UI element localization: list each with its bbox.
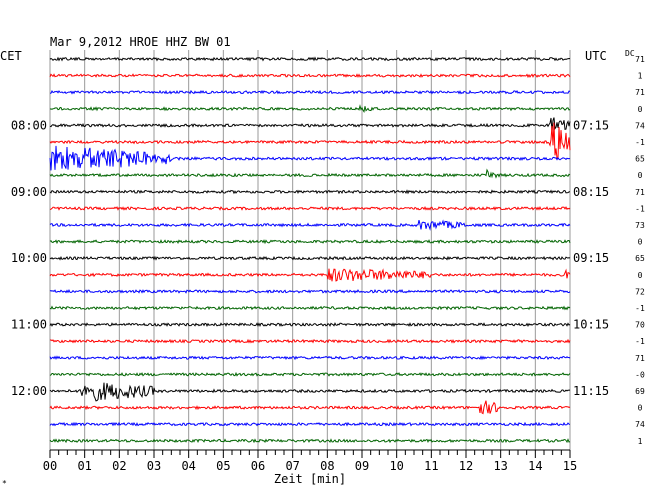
x-tick-label: 12 bbox=[459, 459, 473, 473]
right-hour-label: 11:15 bbox=[573, 384, 609, 398]
trace-line bbox=[49, 145, 571, 171]
trace-line bbox=[49, 239, 571, 245]
chart-title: Mar 9,2012 HROE HHZ BW 01 bbox=[50, 35, 231, 49]
trace-line bbox=[49, 89, 571, 95]
dc-value: 72 bbox=[635, 287, 645, 296]
trace-line bbox=[49, 189, 571, 195]
x-tick-label: 07 bbox=[285, 459, 299, 473]
x-tick-label: 08 bbox=[320, 459, 334, 473]
left-hour-label: 11:00 bbox=[11, 318, 47, 332]
left-hour-label: 08:00 bbox=[11, 118, 47, 132]
dc-value: 71 bbox=[635, 188, 645, 197]
dc-header-label: DC bbox=[625, 49, 635, 58]
trace-line bbox=[49, 382, 571, 402]
x-axis-label: Zeit [min] bbox=[274, 472, 346, 486]
dc-value: 0 bbox=[638, 171, 643, 180]
dc-value: 65 bbox=[635, 254, 645, 263]
trace-group bbox=[49, 56, 571, 444]
dc-value: 0 bbox=[638, 238, 643, 247]
dc-value: 71 bbox=[635, 88, 645, 97]
left-hour-label: 10:00 bbox=[11, 251, 47, 265]
x-tick-label: 03 bbox=[147, 459, 161, 473]
dc-value: 65 bbox=[635, 155, 645, 164]
trace-line bbox=[49, 438, 571, 444]
dc-value: 1 bbox=[638, 72, 643, 81]
trace-line bbox=[49, 400, 571, 415]
dc-value: 70 bbox=[635, 321, 645, 330]
trace-line bbox=[49, 338, 571, 344]
corner-mark: * bbox=[2, 479, 7, 488]
trace-line bbox=[49, 168, 571, 179]
dc-value: 74 bbox=[635, 121, 645, 130]
x-tick-label: 00 bbox=[43, 459, 57, 473]
trace-line bbox=[49, 322, 571, 328]
trace-line bbox=[49, 219, 571, 231]
trace-line bbox=[49, 288, 571, 294]
x-tick-label: 13 bbox=[493, 459, 507, 473]
trace-line bbox=[49, 255, 571, 261]
trace-line bbox=[49, 371, 571, 377]
left-hour-label: 09:00 bbox=[11, 185, 47, 199]
x-tick-label: 06 bbox=[251, 459, 265, 473]
trace-line bbox=[49, 355, 571, 361]
right-hour-label: 07:15 bbox=[573, 118, 609, 132]
dc-values: 71 1 71 0 74 -1 65 0 71 -1 73 0 65 0 72 -1 70 -1 71 -0 69 0 74… bbox=[635, 55, 645, 446]
dc-value: 74 bbox=[635, 420, 645, 429]
dc-value: -0 bbox=[635, 370, 645, 379]
x-tick-label: 02 bbox=[112, 459, 126, 473]
trace-line bbox=[49, 117, 571, 132]
trace-line bbox=[49, 205, 571, 211]
left-timezone-label: CET bbox=[0, 49, 22, 63]
right-hour-label: 09:15 bbox=[573, 251, 609, 265]
right-hour-label: 10:15 bbox=[573, 318, 609, 332]
right-timezone-label: UTC bbox=[585, 49, 607, 63]
time-grid bbox=[49, 50, 571, 450]
dc-value: 0 bbox=[638, 105, 643, 114]
dc-value: -1 bbox=[635, 304, 645, 313]
dc-value: -1 bbox=[635, 337, 645, 346]
trace-line bbox=[49, 305, 571, 311]
trace-line bbox=[49, 421, 571, 427]
x-tick-label: 15 bbox=[563, 459, 577, 473]
trace-line bbox=[49, 268, 571, 282]
x-tick-label: 14 bbox=[528, 459, 542, 473]
trace-line bbox=[49, 104, 571, 114]
trace-line bbox=[49, 56, 571, 62]
dc-value: 0 bbox=[638, 404, 643, 413]
dc-value: -1 bbox=[635, 204, 645, 213]
x-tick-label: 10 bbox=[389, 459, 403, 473]
dc-value: 1 bbox=[638, 437, 643, 446]
x-tick-label: 05 bbox=[216, 459, 230, 473]
trace-line bbox=[49, 73, 571, 79]
x-tick-label: 01 bbox=[77, 459, 91, 473]
dc-value: 0 bbox=[638, 271, 643, 280]
x-tick-label: 04 bbox=[181, 459, 195, 473]
dc-value: 73 bbox=[635, 221, 645, 230]
trace-line bbox=[49, 122, 571, 160]
dc-value: 69 bbox=[635, 387, 645, 396]
right-hour-label: 08:15 bbox=[573, 185, 609, 199]
dc-value: -1 bbox=[635, 138, 645, 147]
x-tick-label: 09 bbox=[355, 459, 369, 473]
dc-value: 71 bbox=[635, 55, 645, 64]
x-tick-label: 11 bbox=[424, 459, 438, 473]
hour-labels: 08:00 09:00 10:00 11:00 12:00 07:15 08:15 09:15… bbox=[11, 118, 609, 398]
left-hour-label: 12:00 bbox=[11, 384, 47, 398]
dc-value: 71 bbox=[635, 354, 645, 363]
x-axis: 00 01 02 03 04 05 06 07 08 09 10 11 12 13 14 15 bbox=[43, 449, 577, 473]
